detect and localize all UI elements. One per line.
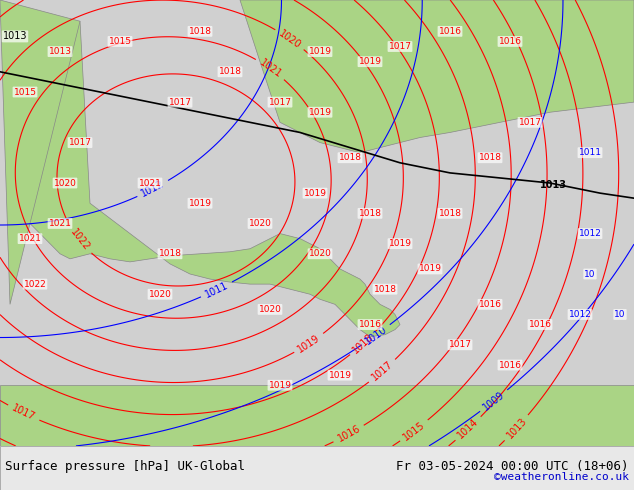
Text: 1012: 1012 (569, 310, 592, 319)
Text: 1017: 1017 (10, 403, 37, 423)
Text: 1020: 1020 (277, 28, 303, 50)
Text: Fr 03-05-2024 00:00 UTC (18+06): Fr 03-05-2024 00:00 UTC (18+06) (396, 460, 629, 473)
Text: 1019: 1019 (418, 265, 441, 273)
Text: 1019: 1019 (389, 239, 411, 248)
Text: ©weatheronline.co.uk: ©weatheronline.co.uk (494, 472, 629, 482)
Text: 1019: 1019 (188, 199, 212, 208)
Text: 1016: 1016 (498, 37, 522, 46)
Text: 1021: 1021 (257, 58, 283, 80)
Text: 1013: 1013 (3, 31, 27, 41)
Text: 1019: 1019 (358, 57, 382, 66)
Text: 1010: 1010 (363, 324, 389, 346)
Text: 1018: 1018 (351, 331, 375, 355)
Text: 1013: 1013 (540, 180, 567, 190)
Text: 1015: 1015 (108, 37, 131, 46)
Text: 1018: 1018 (373, 285, 396, 294)
Text: 1021: 1021 (139, 178, 162, 188)
Text: 1020: 1020 (249, 219, 271, 228)
Polygon shape (0, 385, 634, 446)
Text: 1016: 1016 (335, 424, 362, 444)
Polygon shape (240, 0, 634, 153)
Text: 1017: 1017 (519, 118, 541, 127)
Text: 1012: 1012 (139, 179, 166, 199)
Text: 1020: 1020 (259, 305, 281, 314)
Text: 1016: 1016 (529, 320, 552, 329)
Text: 1022: 1022 (68, 227, 91, 253)
Text: 1021: 1021 (49, 219, 72, 228)
Text: 1015: 1015 (401, 419, 427, 442)
Text: 1019: 1019 (328, 370, 351, 380)
Text: 1017: 1017 (448, 340, 472, 349)
FancyBboxPatch shape (0, 446, 634, 490)
Text: 1019: 1019 (269, 381, 292, 390)
Text: 1019: 1019 (304, 189, 327, 197)
Text: 1017: 1017 (370, 359, 395, 383)
Text: 1020: 1020 (53, 178, 77, 188)
Text: 1011: 1011 (578, 148, 602, 157)
Text: 1020: 1020 (148, 290, 171, 299)
Text: 1018: 1018 (188, 27, 212, 36)
Polygon shape (10, 21, 400, 337)
Text: 1021: 1021 (18, 234, 41, 243)
Text: 1017: 1017 (269, 98, 292, 107)
Text: 1015: 1015 (13, 88, 37, 97)
Text: 1013: 1013 (48, 47, 72, 56)
Text: 1016: 1016 (439, 27, 462, 36)
Text: 1018: 1018 (479, 153, 501, 162)
Polygon shape (0, 0, 80, 304)
Text: 1016: 1016 (498, 361, 522, 369)
Text: 1018: 1018 (219, 67, 242, 76)
Text: 1012: 1012 (579, 229, 602, 238)
Text: Surface pressure [hPa] UK-Global: Surface pressure [hPa] UK-Global (5, 460, 245, 473)
Text: 1014: 1014 (456, 416, 481, 441)
Text: 1018: 1018 (158, 249, 181, 258)
Text: 1019: 1019 (309, 47, 332, 56)
Text: 1011: 1011 (204, 280, 230, 299)
Text: 1017: 1017 (68, 138, 91, 147)
Text: 1019: 1019 (309, 108, 332, 117)
Text: 1017: 1017 (169, 98, 191, 107)
Text: 1013: 1013 (505, 416, 529, 441)
Text: 1018: 1018 (358, 209, 382, 218)
Text: 1020: 1020 (309, 249, 332, 258)
Text: 1016: 1016 (358, 320, 382, 329)
Text: 1018: 1018 (439, 209, 462, 218)
Text: 1016: 1016 (479, 300, 501, 309)
Text: 1017: 1017 (389, 42, 411, 51)
Text: 10: 10 (585, 270, 596, 278)
Text: 1022: 1022 (23, 280, 46, 289)
Text: 1019: 1019 (296, 333, 322, 354)
Text: 1018: 1018 (339, 153, 361, 162)
Text: 1009: 1009 (481, 389, 507, 412)
Text: 10: 10 (614, 310, 626, 319)
